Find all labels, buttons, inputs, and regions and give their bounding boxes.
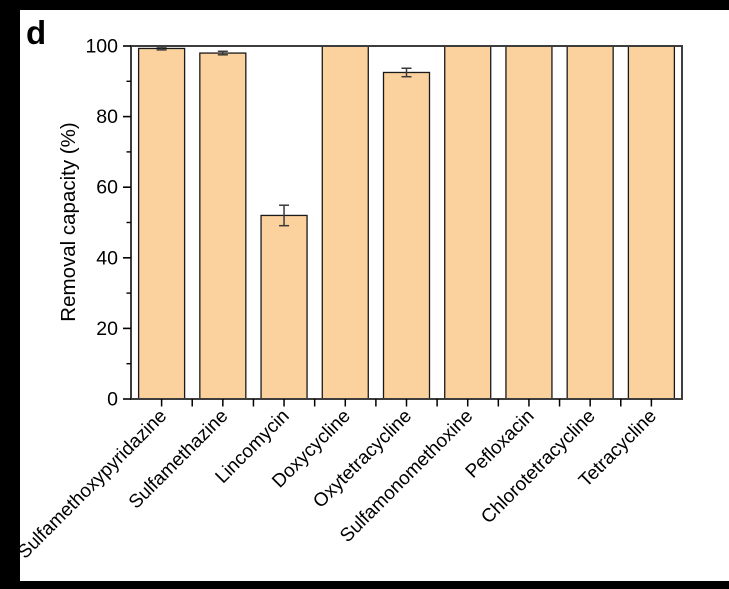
bar	[137, 47, 186, 400]
bars-group	[137, 45, 676, 400]
y-tick-label: 60	[96, 177, 118, 199]
y-axis-title: Removal capacity (%)	[57, 122, 80, 321]
y-tick-label: 40	[96, 247, 118, 269]
y-tick-label: 100	[85, 36, 118, 58]
y-tick-label: 80	[96, 106, 118, 128]
y-axis: 0 20 40 60 80 100	[85, 36, 131, 411]
x-axis: SulfamethoxypyridazineSulfamethazineLinc…	[20, 399, 661, 563]
bar	[566, 45, 614, 400]
bar	[444, 45, 492, 400]
x-tick-label: Chlorotetracycline	[477, 406, 599, 528]
bar-chart: 0 20 40 60 80 100 SulfamethoxypyridazineSulfa…	[20, 36, 683, 563]
bar	[260, 214, 308, 400]
panel-label: d	[26, 14, 47, 51]
bar	[321, 45, 369, 400]
figure-panel: d 0 20 40 60 80 100 Sulfamethoxypyridazine Sul…	[20, 10, 729, 581]
y-tick-label: 0	[107, 389, 118, 411]
bar	[627, 45, 676, 400]
bar	[505, 45, 553, 400]
y-tick-label: 20	[96, 318, 118, 340]
bar	[199, 52, 247, 400]
bar	[382, 71, 431, 400]
error-bars-group	[156, 46, 412, 227]
